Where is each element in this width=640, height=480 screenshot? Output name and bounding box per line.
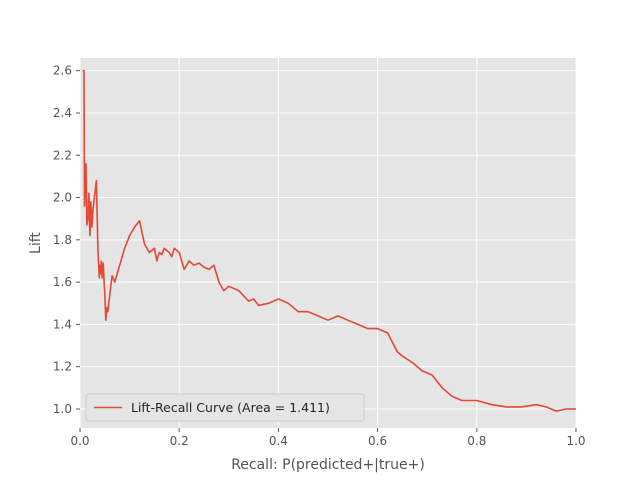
x-tick-label-1: 0.2 — [170, 434, 189, 448]
y-tick-label-6: 2.2 — [53, 148, 72, 162]
legend: Lift-Recall Curve (Area = 1.411) — [85, 393, 365, 422]
y-tick-label-7: 2.4 — [53, 106, 72, 120]
y-axis-ticks: 1.0 1.2 1.4 1.6 1.8 2.0 2.2 2.4 2.6 — [53, 64, 80, 416]
x-axis-label: Recall: P(predicted+|true+) — [231, 457, 425, 473]
y-tick-label-5: 2.0 — [53, 191, 72, 205]
y-tick-label-3: 1.6 — [53, 275, 72, 289]
series-line-0 — [82, 69, 576, 412]
x-tick-label-5: 1.0 — [566, 434, 585, 448]
legend-box — [85, 393, 365, 422]
x-tick-label-3: 0.6 — [368, 434, 387, 448]
x-tick-label-4: 0.8 — [467, 434, 486, 448]
y-tick-label-1: 1.2 — [53, 360, 72, 374]
x-axis-ticks: 0.0 0.2 0.4 0.6 0.8 1.0 — [70, 428, 586, 448]
y-axis-label: Lift — [28, 232, 44, 254]
grid-lines — [79, 58, 577, 428]
x-tick-label-2: 0.4 — [269, 434, 288, 448]
y-tick-label-0: 1.0 — [53, 402, 72, 416]
legend-label: Lift-Recall Curve (Area = 1.411) — [131, 400, 330, 415]
y-tick-label-2: 1.4 — [53, 317, 72, 331]
series-layer — [82, 69, 576, 412]
y-tick-label-8: 2.6 — [53, 64, 72, 78]
plot-background — [80, 58, 576, 428]
y-tick-label-4: 1.8 — [53, 233, 72, 247]
x-tick-label-0: 0.0 — [70, 434, 89, 448]
